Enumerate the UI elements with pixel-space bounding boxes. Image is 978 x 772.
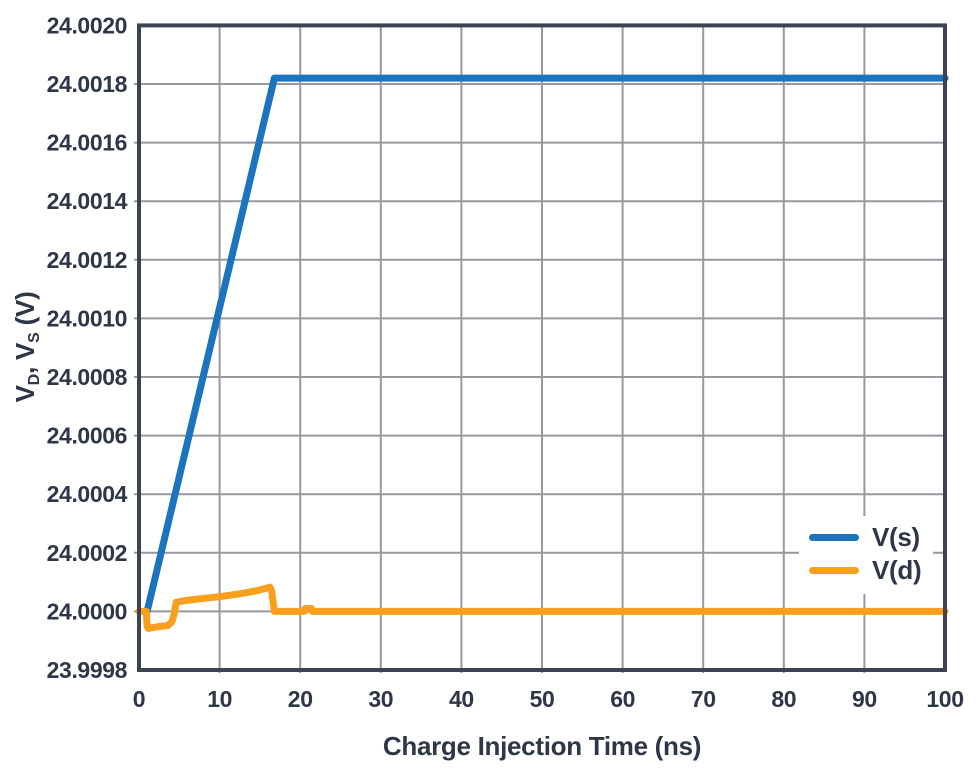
- y-tick-label: 24.0020: [47, 12, 127, 38]
- x-tick-label: 70: [691, 686, 716, 712]
- y-axis-title-text: , V: [10, 342, 40, 374]
- legend-label-vd: V(d): [872, 555, 922, 585]
- y-tick-label: 24.0004: [47, 481, 128, 507]
- x-tick-label: 10: [207, 686, 232, 712]
- x-tick-label: 20: [288, 686, 313, 712]
- y-axis-title-text: (V): [10, 291, 40, 333]
- y-axis-title: VD, VS (V): [10, 292, 44, 403]
- x-tick-label: 90: [852, 686, 877, 712]
- legend-line-sample-vs: [809, 534, 859, 541]
- plot-frame: [137, 23, 947, 672]
- y-tick-label: 24.0006: [47, 423, 127, 449]
- y-tick-label: 24.0008: [47, 364, 128, 390]
- y-axis-title-subscript-d: D: [26, 373, 43, 386]
- y-tick-label: 24.0018: [47, 71, 128, 97]
- y-axis-title-text: V: [10, 385, 40, 403]
- legend-line-sample-vd: [809, 567, 859, 574]
- legend: V(s) V(d): [799, 516, 934, 594]
- series-line-vd: [135, 583, 949, 632]
- y-tick-label: 24.0012: [47, 247, 127, 273]
- y-tick-label: 24.0014: [47, 188, 128, 214]
- y-axis-title-subscript-s: S: [26, 332, 43, 343]
- y-tick-label: 24.0010: [47, 305, 127, 331]
- x-tick-label: 60: [610, 686, 635, 712]
- legend-item-vs: V(s): [809, 521, 921, 554]
- y-tick-label: 23.9998: [47, 657, 128, 683]
- series-line-vs: [143, 74, 949, 615]
- y-tick-label: 24.0000: [47, 598, 127, 624]
- x-tick-label: 30: [368, 686, 393, 712]
- x-axis-title: Charge Injection Time (ns): [382, 731, 702, 761]
- y-tick-label: 24.0002: [47, 540, 127, 566]
- legend-label-vs: V(s): [872, 522, 920, 552]
- x-tick-label: 100: [926, 686, 963, 712]
- legend-item-vd: V(d): [809, 554, 922, 587]
- x-tick-label: 50: [530, 686, 555, 712]
- x-tick-label: 80: [771, 686, 796, 712]
- x-tick-label: 40: [449, 686, 474, 712]
- y-tick-label: 24.0016: [47, 130, 127, 156]
- x-tick-label: 0: [133, 686, 145, 712]
